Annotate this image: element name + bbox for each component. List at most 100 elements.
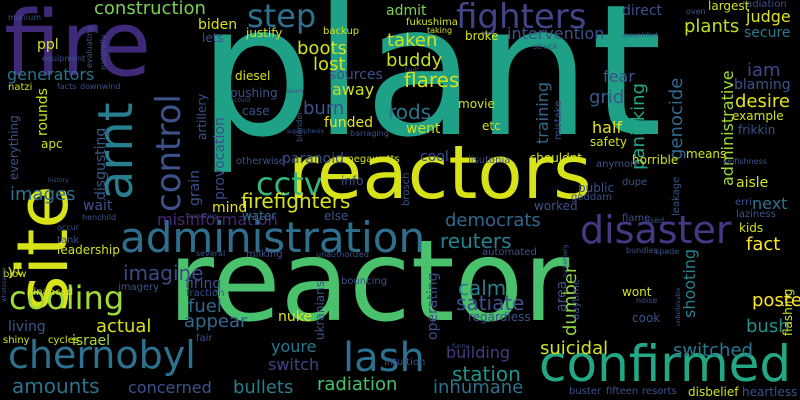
word-fear: fear [603,67,635,86]
word-reuters: reuters [440,229,512,253]
word-administrative: administrative [718,70,737,186]
word-admit: admit [386,3,427,19]
word-sources: sources [329,67,383,83]
word-inhumane: inhumane [433,377,524,398]
word-financed: financed [30,287,74,298]
word-flame: flame [622,213,651,224]
word-leakage: leakage [671,176,682,216]
word-backup: backup [323,26,360,37]
word-living: living [8,319,46,335]
word-direct: direct [622,3,663,19]
word-genocide: genocide [666,77,687,160]
word-cycles: cycles [48,335,80,346]
word-operating: operating [425,272,441,340]
word-seam: seam [287,88,304,95]
word-used: used [645,216,665,225]
word-fire: fire [4,0,152,97]
word-taking: taking [427,26,453,35]
word-selfishness: selfishness [723,157,767,166]
word-occur: occur [57,223,80,232]
word-ukranians: ukranians [313,281,327,340]
word-poster: poster [752,290,800,311]
word-plant: plant [198,0,663,177]
word-switched: switched [673,340,753,361]
word-democrats: democrats [445,210,541,231]
word-fair: fair [196,333,213,344]
word-largest: largest [708,0,750,13]
word-fault: fault [405,67,419,74]
word-example: example [732,109,784,123]
word-worked: worked [534,199,578,213]
word-radiation: radiation [317,374,398,395]
word-mistake: mistake [553,100,564,140]
word-goddam: goddam [571,192,613,203]
word-unauthorized: unauthorized [316,250,369,259]
word-youre: youre [271,337,317,356]
word-artillery: artillery [195,93,209,140]
word-desire: desire [735,91,790,112]
word-lost: lost [313,54,346,75]
word-zuckerberg: zuckerberg [562,244,569,278]
word-rods: rods [388,100,432,124]
word-training: training [533,82,552,144]
word-everything: everything [7,115,21,180]
word-flashing: flashing [781,288,795,336]
word-frikkin: frikkin [738,123,776,137]
word-bouncing: bouncing [341,276,388,287]
word-switch: switch [268,355,320,374]
word-horrible: horrible [632,153,679,167]
word-control: control [149,94,189,212]
word-public: public [578,181,615,195]
word-noise: noise [636,296,658,305]
word-fifteen: fifteen [606,386,639,397]
word-suicidal: suicidal [540,338,609,359]
word-evaluating: evaluating [85,25,94,68]
word-kids: kids [739,221,764,235]
word-terrorizing: terrorizing [186,213,217,220]
word-milking: milking [246,249,283,260]
word-otherwise: otherwise [236,156,285,167]
word-covid: covid [234,97,250,104]
word-actual: actual [96,316,152,337]
word-anymore: anymore [596,159,641,170]
word-firing: firing [185,276,222,292]
word-unbelievable: unbelievable [675,287,682,326]
word-fighters: fighters [456,0,587,37]
word-lisutania: lisutania [468,155,511,166]
word-means: means [686,147,727,161]
word-buddy: buddy [386,50,443,71]
word-amounts: amounts [12,374,100,398]
word-fuel: fuel [188,296,222,317]
word-diesel: diesel [235,69,271,83]
word-area: area [554,280,570,312]
word-reactors: reactors [288,130,592,216]
word-cool: cool [420,149,449,165]
word-chernobyl: chernobyl [8,333,196,377]
word-images: images [10,184,76,205]
word-downwind: downwind [80,82,121,91]
word-fraction: fraction [186,288,225,299]
word-paranoid: paranoid [282,151,345,167]
word-cooling: cooling [9,279,125,317]
word-away: away [332,80,375,99]
word-equipment: equipment [42,54,86,63]
word-broke: broke [465,29,499,43]
word-nuke: nuke [278,309,312,325]
word-case: case [242,104,270,118]
word-misinformation: misinformation [157,210,278,229]
word-bundles: bundles [626,246,658,255]
word-flares: flares [404,68,460,92]
word-step: step [247,0,317,35]
word-disgusting: disgusting [93,127,109,200]
word-radiation-small: radiation [742,0,787,10]
word-funded: funded [324,115,374,131]
word-heartless: heartless [742,385,798,399]
word-pushing: pushing [230,86,278,100]
word-erri: erri [735,197,752,208]
word-resorts: resorts [642,386,677,397]
word-shouldnt: shouldnt [530,151,583,165]
word-justify: justify [246,26,283,40]
word-burn: burn [303,98,345,119]
word-administration: administration [120,213,426,262]
word-buster: buster [569,386,602,397]
